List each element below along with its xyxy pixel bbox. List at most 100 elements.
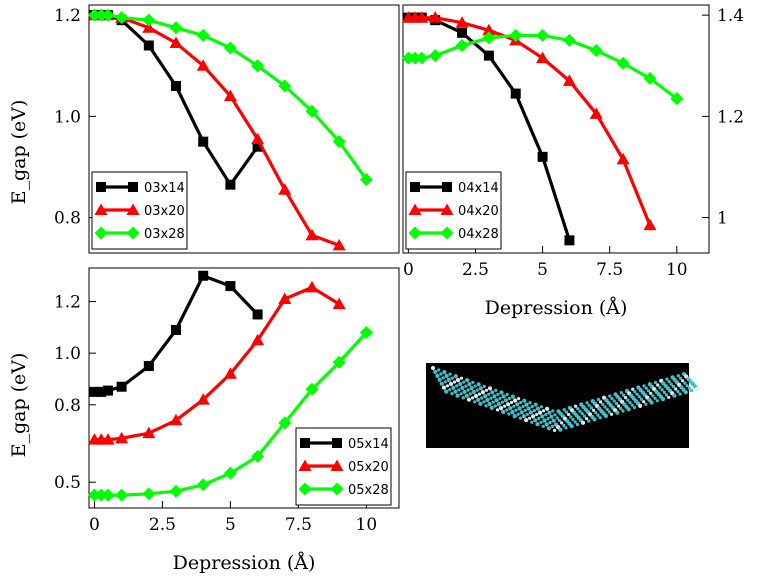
ribbon-atom <box>457 388 461 392</box>
data-point <box>509 28 523 42</box>
ribbon-atom <box>639 397 644 401</box>
data-point <box>198 270 209 281</box>
series-03x28 <box>87 8 373 187</box>
ribbon-atom <box>678 392 682 396</box>
ribbon-atom <box>614 401 619 406</box>
ribbon-atom <box>601 402 605 406</box>
ribbon-atom <box>437 368 441 372</box>
ribbon-atom <box>546 417 550 421</box>
ribbon-atom <box>498 396 502 400</box>
ribbon-atom <box>466 397 472 402</box>
ribbon-atom <box>533 418 538 423</box>
ribbon-atom <box>585 417 589 421</box>
data-point <box>87 8 101 22</box>
ribbon-atom <box>519 410 524 415</box>
ribbon-atom <box>489 405 494 410</box>
data-point <box>332 297 346 310</box>
ribbon-atom <box>430 365 436 371</box>
data-point <box>96 386 107 397</box>
data-point <box>101 488 115 502</box>
data-point <box>428 11 442 23</box>
ribbon-atom <box>626 398 630 402</box>
data-point <box>510 88 521 99</box>
ribbon-atom <box>448 372 452 376</box>
ribbon-atom <box>619 406 623 411</box>
ribbon-atom <box>671 384 676 389</box>
ribbon-atom <box>626 407 631 412</box>
data-point <box>196 393 210 405</box>
ribbon-atom <box>621 409 625 413</box>
data-point <box>223 41 237 55</box>
ribbon-atom <box>494 398 499 403</box>
ribbon-atom <box>459 392 463 396</box>
ribbon-atom <box>560 421 564 425</box>
ribbon-atom <box>667 395 671 399</box>
ribbon-atom <box>610 396 614 401</box>
ribbon-atom <box>455 384 459 388</box>
ribbon-atom <box>542 418 547 423</box>
x-tick-label: 5 <box>225 515 236 535</box>
ribbon-atom <box>567 412 571 417</box>
data-point <box>196 478 210 492</box>
ribbon-atom <box>453 374 458 379</box>
ribbon-atom <box>462 380 466 384</box>
y-tick-label: 1.2 <box>717 107 744 127</box>
data-point <box>87 488 101 502</box>
legend-label: 05x28 <box>348 483 389 498</box>
ribbon-atom <box>642 384 646 388</box>
data-point <box>142 487 156 501</box>
ribbon-atom <box>574 404 578 408</box>
ribbon-atom <box>516 412 520 416</box>
ribbon-atom <box>685 384 689 388</box>
data-point <box>305 228 319 241</box>
ribbon-atom <box>544 413 548 417</box>
data-point <box>143 361 154 372</box>
ribbon-atom <box>487 386 493 391</box>
ribbon-atom <box>455 393 460 398</box>
ribbon-atom <box>571 417 575 422</box>
data-point <box>455 38 469 52</box>
ribbon-atom <box>544 422 549 427</box>
ribbon-atom <box>669 382 673 386</box>
data-point <box>198 136 209 147</box>
data-point <box>251 59 265 73</box>
data-point <box>643 71 657 85</box>
data-point <box>589 107 603 119</box>
ribbon-atom <box>499 390 504 395</box>
data-point <box>455 16 469 28</box>
ribbon-atom <box>553 428 557 432</box>
data-point <box>536 51 550 64</box>
ribbon-atom <box>649 391 653 395</box>
ribbon-atom <box>469 386 474 391</box>
ribbon-atom <box>582 414 587 418</box>
ribbon-atom <box>624 396 628 400</box>
ribbon-atom <box>476 397 481 402</box>
data-point <box>196 59 210 71</box>
ribbon-atom <box>535 422 540 427</box>
data-point <box>305 104 319 118</box>
x-tick-label: 5 <box>537 260 548 280</box>
ribbon-atom <box>630 403 634 407</box>
data-point <box>278 416 292 430</box>
legend-marker <box>298 459 312 471</box>
data-point <box>278 183 292 195</box>
ribbon-atom <box>662 390 666 394</box>
ribbon-atom <box>646 389 651 393</box>
data-point <box>482 23 496 36</box>
ribbon-structure-image <box>426 363 700 448</box>
legend-marker <box>128 182 138 192</box>
ribbon-atom <box>676 389 680 394</box>
ribbon-atom <box>592 408 596 412</box>
ribbon-atom <box>681 379 685 383</box>
ribbon-atom <box>557 418 562 422</box>
ribbon-atom <box>510 410 515 415</box>
legend-marker <box>332 438 342 448</box>
ribbon-atom <box>525 412 530 416</box>
ribbon-atom <box>462 389 467 394</box>
data-point <box>142 21 156 33</box>
data-point <box>143 40 154 51</box>
ribbon-atom <box>503 398 508 403</box>
ribbon-atom <box>660 397 666 402</box>
inset-background <box>426 363 689 448</box>
